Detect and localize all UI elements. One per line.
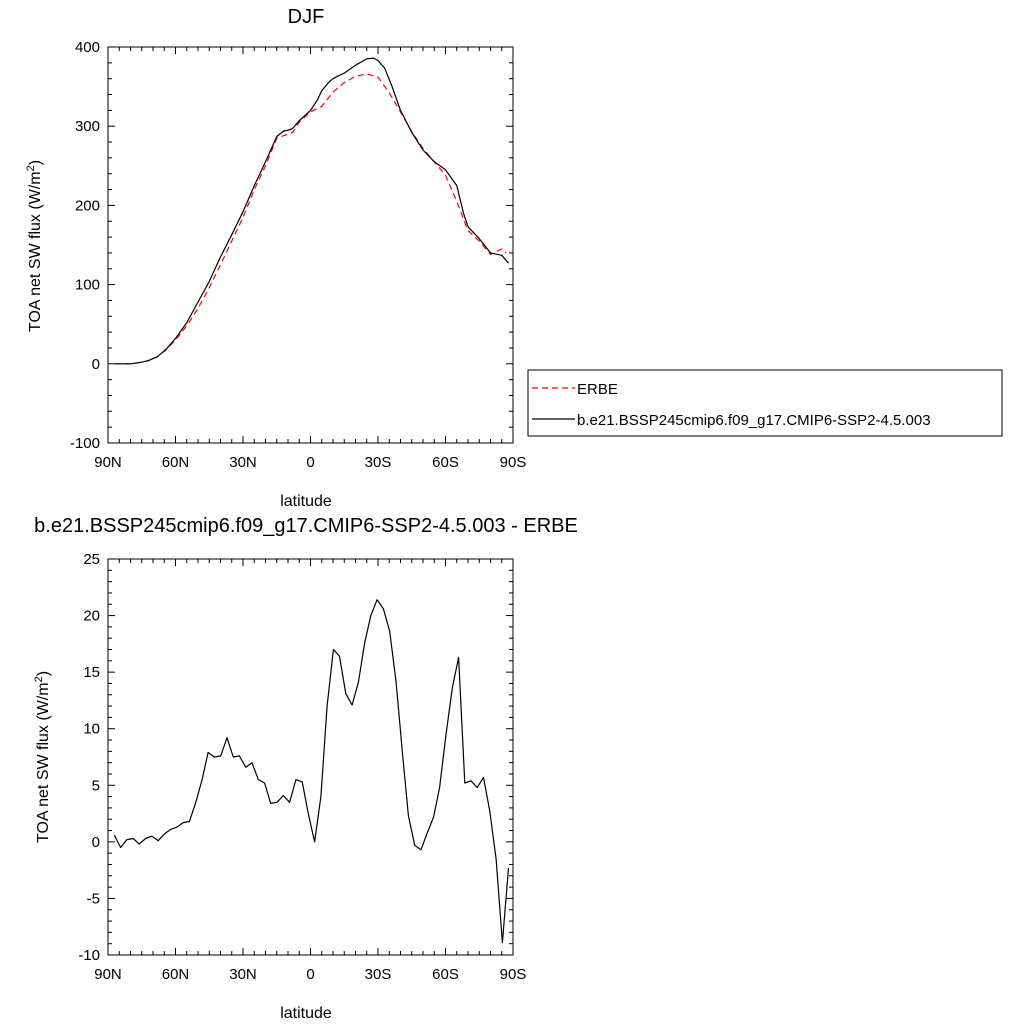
bottom-chart-series-lines [113, 599, 510, 944]
top-chart-series-lines [114, 57, 509, 365]
top-x-tick-label: 90N [94, 454, 122, 471]
bottom-y-tick-label: 20 [83, 608, 100, 625]
bottom-y-tick-label: 15 [83, 664, 100, 681]
top-y-tick-label: 0 [92, 356, 100, 373]
bottom-chart-tick-labels: 90N 60N 30N 0 30S 60S 90S 25 20 15 10 5 0 -5 -10 [78, 551, 526, 983]
legend-label-erbe: ERBE [577, 381, 618, 398]
bottom-x-tick-label: 90N [94, 966, 122, 983]
top-y-tick-label: 300 [75, 118, 100, 135]
top-x-tick-label: 60S [432, 454, 459, 471]
bottom-x-tick-label: 90S [500, 966, 527, 983]
bottom-x-tick-label: 30N [229, 966, 257, 983]
top-x-tick-label: 60N [162, 454, 190, 471]
top-x-tick-label: 0 [306, 454, 314, 471]
bottom-y-tick-label: 0 [92, 834, 100, 851]
bottom-x-tick-label: 0 [306, 966, 314, 983]
top-chart-ylabel-text: TOA net SW flux (W/m [27, 171, 44, 332]
bottom-chart-title: b.e21.BSSP245cmip6.f09_g17.CMIP6-SSP2-4.… [34, 515, 578, 537]
bottom-y-tick-label: -10 [78, 947, 100, 964]
top-x-tick-label: 30S [365, 454, 392, 471]
top-series-line-0 [114, 73, 507, 365]
top-chart-xlabel: latitude [280, 493, 332, 510]
top-chart-plot-frame [107, 46, 514, 444]
bottom-chart-ylabel-close: ) [35, 671, 52, 676]
top-y-tick-label: 100 [75, 277, 100, 294]
top-y-tick-label: 400 [75, 39, 100, 56]
bottom-chart-xlabel: latitude [280, 1005, 332, 1022]
bottom-chart-ylabel-superscript: 2 [33, 676, 45, 682]
bottom-chart-ylabel-text: TOA net SW flux (W/m [35, 682, 52, 843]
top-chart-ylabel: TOA net SW flux (W/m2) [25, 160, 44, 332]
bottom-y-tick-label: 25 [83, 551, 100, 568]
top-chart-ylabel-close: ) [27, 160, 44, 165]
bottom-chart-ticks [107, 558, 514, 956]
top-chart-title: DJF [288, 6, 325, 28]
legend-label-model: b.e21.BSSP245cmip6.f09_g17.CMIP6-SSP2-4.… [577, 412, 931, 429]
chart-legend: ERBE b.e21.BSSP245cmip6.f09_g17.CMIP6-SS… [527, 369, 1003, 437]
top-chart-tick-labels: 90N 60N 30N 0 30S 60S 90S 400 300 200 100 0 -100 [70, 39, 526, 471]
bottom-series-line-0 [113, 599, 510, 944]
top-chart-ticks [107, 46, 514, 444]
bottom-chart-plot-frame [107, 558, 514, 956]
bottom-x-tick-label: 60S [432, 966, 459, 983]
top-x-tick-label: 90S [500, 454, 527, 471]
top-x-tick-label: 30N [229, 454, 257, 471]
bottom-y-tick-label: 10 [83, 721, 100, 738]
top-y-tick-label: -100 [70, 435, 100, 452]
bottom-x-tick-label: 30S [365, 966, 392, 983]
top-chart-ylabel-superscript: 2 [25, 165, 37, 171]
top-series-line-1 [114, 57, 509, 365]
top-y-tick-label: 200 [75, 197, 100, 214]
bottom-chart-ylabel: TOA net SW flux (W/m2) [33, 671, 52, 843]
top-chart-panel: DJF TOA net SW flux (W/m2) latitude 90N 6… [25, 6, 526, 510]
bottom-chart-panel: b.e21.BSSP245cmip6.f09_g17.CMIP6-SSP2-4.… [33, 515, 578, 1022]
legend-box [527, 369, 1003, 437]
bottom-x-tick-label: 60N [162, 966, 190, 983]
bottom-y-tick-label: -5 [87, 890, 100, 907]
bottom-y-tick-label: 5 [92, 777, 100, 794]
